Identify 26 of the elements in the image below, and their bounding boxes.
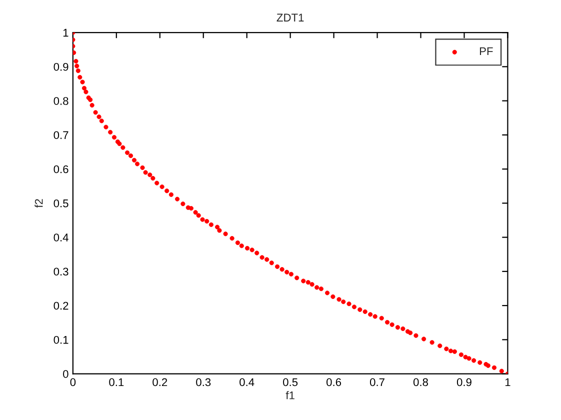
y-tick-label: 1 [63,28,68,37]
x-tick-label: 0.8 [413,378,428,386]
x-tick-label: 1 [505,378,510,386]
x-tick-label: 0.7 [370,378,384,386]
y-axis-title: f2 [34,199,43,208]
x-tick-label: 0.9 [456,378,472,386]
y-tick-label: 0.7 [54,131,68,140]
y-tick-label: 0.9 [54,62,68,71]
x-tick-label: 0.5 [283,378,298,386]
y-tick-label: 0 [63,370,68,378]
y-tick-label: 0.6 [54,165,68,174]
chart-title: ZDT1 [276,14,304,22]
y-tick-label: 0.5 [54,199,68,208]
x-tick-label: 0.6 [326,378,342,386]
y-tick-label: 0.2 [54,302,68,310]
y-tick-label: 0.4 [54,234,68,242]
y-tick-label: 0.1 [54,336,68,344]
x-tick-label: 0.4 [240,378,254,386]
y-tick-label: 0.3 [54,268,68,276]
x-tick-label: 0.2 [152,378,168,386]
legend-label: PF [480,47,493,56]
x-tick-label: 0 [70,378,76,386]
x-tick-label: 0.3 [196,378,211,386]
y-tick-label: 0.8 [54,97,68,105]
x-tick-label: 0.1 [109,378,124,386]
x-axis-title: f1 [286,391,294,400]
